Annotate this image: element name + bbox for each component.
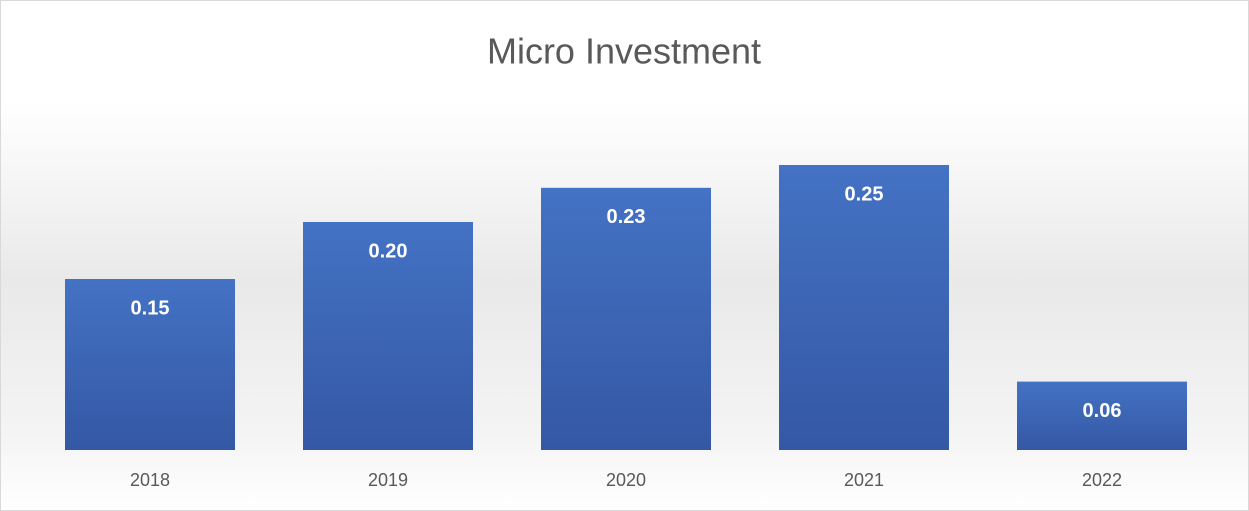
- bar: [65, 279, 235, 450]
- value-label: 0.06: [1083, 400, 1122, 422]
- value-label: 0.23: [607, 206, 646, 228]
- bar: [541, 187, 711, 451]
- x-tick-label: 2019: [368, 470, 408, 490]
- value-label: 0.25: [845, 183, 884, 205]
- bar: [779, 165, 949, 450]
- value-label: 0.15: [131, 297, 170, 319]
- x-tick-label: 2022: [1082, 470, 1122, 490]
- value-label: 0.20: [369, 240, 408, 262]
- x-tick-label: 2018: [130, 470, 170, 490]
- x-tick-label: 2020: [606, 470, 646, 490]
- x-tick-label: 2021: [844, 470, 884, 490]
- chart-title: Micro Investment: [487, 31, 761, 72]
- bar: [303, 222, 473, 450]
- bar: [1017, 381, 1187, 450]
